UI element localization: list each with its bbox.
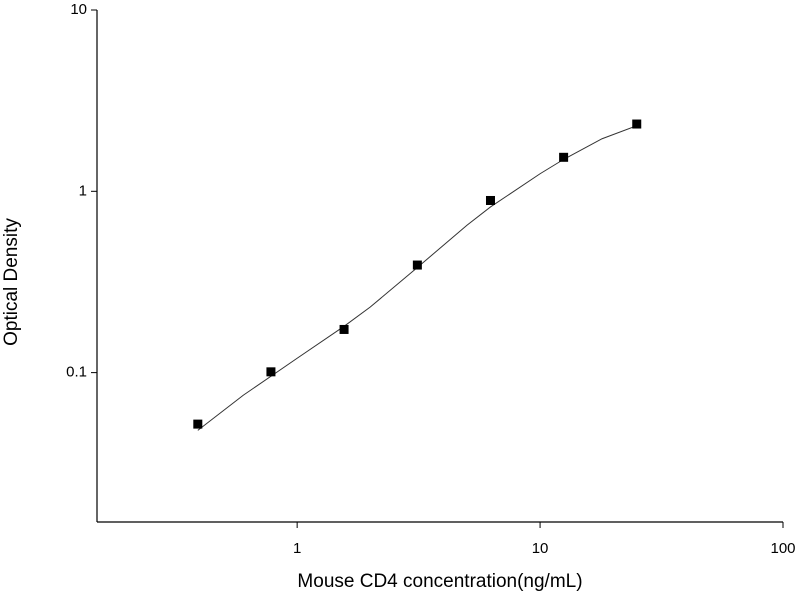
- y-tick-label: 1: [79, 182, 87, 199]
- x-tick-label: 100: [770, 540, 795, 557]
- data-point: [485, 195, 495, 205]
- data-point: [559, 152, 569, 162]
- y-tick-label: 0.1: [66, 364, 87, 381]
- x-tick-label: 10: [532, 540, 549, 557]
- data-point: [266, 367, 276, 377]
- y-tick-label: 10: [70, 1, 87, 18]
- data-point: [193, 419, 203, 429]
- x-tick-label: 1: [293, 540, 301, 557]
- data-point: [412, 260, 422, 270]
- fit-curve: [197, 125, 637, 431]
- x-axis-title: Mouse CD4 concentration(ng/mL): [297, 571, 582, 592]
- y-axis-title: Optical Density: [1, 218, 22, 346]
- data-point: [632, 119, 642, 129]
- data-point: [339, 324, 349, 334]
